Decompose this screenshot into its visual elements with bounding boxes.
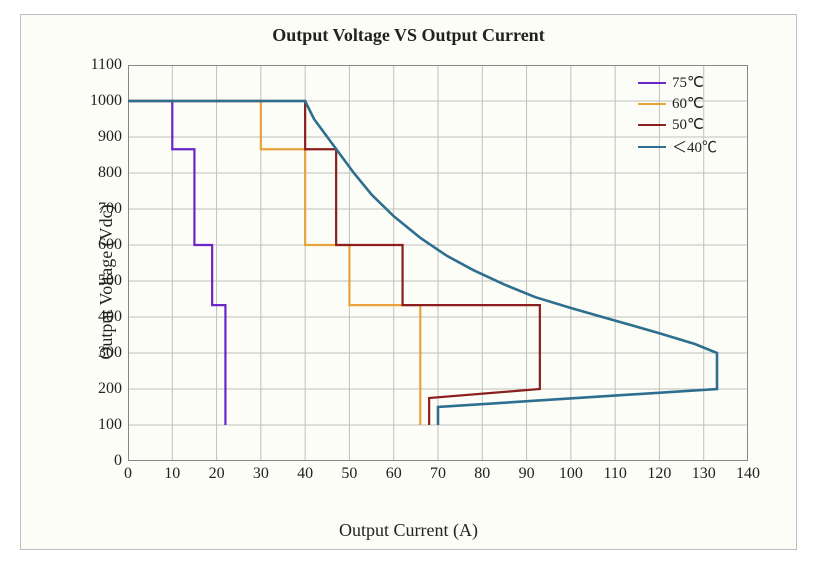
legend-label: 75℃ xyxy=(672,73,704,92)
chart-title: Output Voltage VS Output Current xyxy=(21,25,796,46)
x-tick-label: 0 xyxy=(108,465,148,483)
legend-label: ＜40℃ xyxy=(672,136,717,157)
y-tick-label: 400 xyxy=(72,308,122,326)
x-tick-label: 40 xyxy=(285,465,325,483)
chart-frame: Output Voltage VS Output Current Output … xyxy=(20,14,797,550)
x-tick-label: 100 xyxy=(551,465,591,483)
x-tick-label: 70 xyxy=(418,465,458,483)
legend-item: 60℃ xyxy=(638,94,754,113)
legend-item: 50℃ xyxy=(638,115,754,134)
x-tick-label: 20 xyxy=(197,465,237,483)
chart-legend: 75℃ 60℃ 50℃ ＜40℃ xyxy=(638,73,754,159)
chart-outer-wrapper: Output Voltage VS Output Current Output … xyxy=(0,0,817,568)
legend-item: ＜40℃ xyxy=(638,136,754,157)
y-tick-label: 200 xyxy=(72,380,122,398)
legend-item: 75℃ xyxy=(638,73,754,92)
y-tick-label: 1100 xyxy=(72,56,122,74)
x-axis-label: Output Current (A) xyxy=(21,520,796,541)
legend-swatch xyxy=(638,103,666,105)
x-tick-label: 80 xyxy=(462,465,502,483)
y-tick-label: 100 xyxy=(72,416,122,434)
x-tick-label: 60 xyxy=(374,465,414,483)
y-tick-label: 300 xyxy=(72,344,122,362)
legend-swatch xyxy=(638,124,666,126)
legend-label: 60℃ xyxy=(672,94,704,113)
x-tick-label: 30 xyxy=(241,465,281,483)
y-tick-label: 800 xyxy=(72,164,122,182)
legend-swatch xyxy=(638,146,666,148)
legend-swatch xyxy=(638,82,666,84)
y-tick-label: 600 xyxy=(72,236,122,254)
y-tick-label: 1000 xyxy=(72,92,122,110)
x-tick-label: 110 xyxy=(595,465,635,483)
x-tick-label: 10 xyxy=(152,465,192,483)
x-tick-label: 120 xyxy=(639,465,679,483)
y-tick-label: 500 xyxy=(72,272,122,290)
legend-label: 50℃ xyxy=(672,115,704,134)
x-tick-label: 140 xyxy=(728,465,768,483)
y-tick-label: 900 xyxy=(72,128,122,146)
y-tick-label: 700 xyxy=(72,200,122,218)
x-tick-label: 90 xyxy=(507,465,547,483)
x-tick-label: 50 xyxy=(329,465,369,483)
x-tick-label: 130 xyxy=(684,465,724,483)
